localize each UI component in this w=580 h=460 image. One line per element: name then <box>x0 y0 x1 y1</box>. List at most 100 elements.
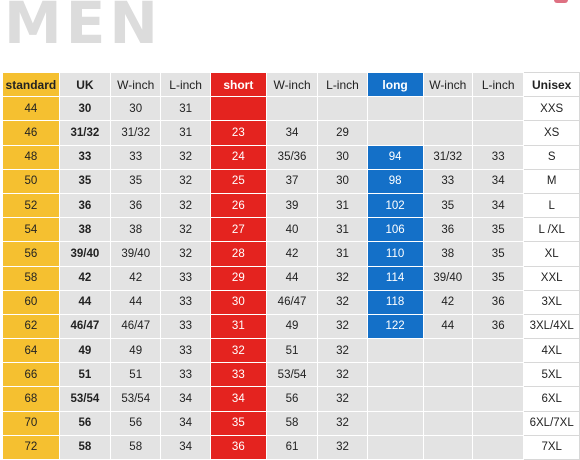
header-short-l-inch: L-inch <box>317 71 368 98</box>
short-cell: 32 <box>209 338 267 364</box>
table-row: 66 51 51 33 33 53/54 32 5XL <box>2 362 580 388</box>
long-w-inch-cell <box>422 120 474 146</box>
long-w-inch-cell <box>422 362 474 388</box>
w-inch-cell: 39/40 <box>109 241 162 267</box>
table-row: 46 31/32 31/32 31 23 34 29 XS <box>2 120 580 146</box>
table-row: 44 30 30 31 XXS <box>2 96 580 122</box>
long-l-inch-cell: 36 <box>472 313 525 340</box>
long-l-inch-cell <box>472 434 525 460</box>
unisex-cell: 6XL <box>523 386 580 412</box>
w-inch-cell: 56 <box>109 410 162 436</box>
l-inch-cell: 32 <box>160 192 211 219</box>
unisex-cell: 5XL <box>523 362 580 388</box>
standard-cell: 50 <box>2 168 60 194</box>
long-l-inch-cell: 34 <box>472 192 525 219</box>
long-cell: 102 <box>366 192 424 219</box>
long-w-inch-cell <box>422 96 474 122</box>
short-cell: 23 <box>209 120 267 146</box>
uk-cell: 46/47 <box>58 313 111 340</box>
w-inch-cell: 51 <box>109 362 162 388</box>
l-inch-cell: 31 <box>160 96 211 122</box>
short-l-inch-cell: 31 <box>317 241 368 267</box>
short-w-inch-cell: 53/54 <box>265 362 319 388</box>
header-long-l-inch: L-inch <box>472 71 525 98</box>
l-inch-cell: 32 <box>160 217 211 243</box>
long-l-inch-cell: 33 <box>472 144 525 170</box>
standard-cell: 56 <box>2 241 60 267</box>
long-cell: 94 <box>366 144 424 170</box>
header-short-w-inch: W-inch <box>265 71 319 98</box>
unisex-cell: XS <box>523 120 580 146</box>
w-inch-cell: 49 <box>109 338 162 364</box>
size-chart-table: standard UK W-inch L-inch short W-inch L… <box>2 71 580 460</box>
l-inch-cell: 34 <box>160 386 211 412</box>
long-l-inch-cell: 34 <box>472 168 525 194</box>
brand-mark <box>554 0 568 3</box>
standard-cell: 72 <box>2 434 60 460</box>
table-row: 64 49 49 33 32 51 32 4XL <box>2 338 580 364</box>
standard-cell: 58 <box>2 265 60 291</box>
short-w-inch-cell: 39 <box>265 192 319 219</box>
long-l-inch-cell <box>472 96 525 122</box>
uk-cell: 30 <box>58 96 111 122</box>
uk-cell: 31/32 <box>58 120 111 146</box>
short-cell: 25 <box>209 168 267 194</box>
l-inch-cell: 32 <box>160 241 211 267</box>
table-row: 48 33 33 32 24 35/36 30 94 31/32 33 S <box>2 144 580 170</box>
short-cell: 28 <box>209 241 267 267</box>
short-l-inch-cell: 31 <box>317 192 368 219</box>
l-inch-cell: 33 <box>160 265 211 291</box>
l-inch-cell: 33 <box>160 289 211 315</box>
long-cell <box>366 434 424 460</box>
short-l-inch-cell: 32 <box>317 386 368 412</box>
long-w-inch-cell: 42 <box>422 289 474 315</box>
short-w-inch-cell: 34 <box>265 120 319 146</box>
short-w-inch-cell: 58 <box>265 410 319 436</box>
l-inch-cell: 33 <box>160 338 211 364</box>
short-w-inch-cell: 51 <box>265 338 319 364</box>
uk-cell: 58 <box>58 434 111 460</box>
short-cell: 27 <box>209 217 267 243</box>
unisex-cell: 3XL <box>523 289 580 315</box>
short-cell: 24 <box>209 144 267 170</box>
unisex-cell: L /XL <box>523 217 580 243</box>
standard-cell: 46 <box>2 120 60 146</box>
short-cell: 29 <box>209 265 267 291</box>
long-cell: 122 <box>366 313 424 340</box>
header-long-w-inch: W-inch <box>422 71 474 98</box>
l-inch-cell: 31 <box>160 120 211 146</box>
header-unisex: Unisex <box>523 71 580 98</box>
short-cell <box>209 96 267 122</box>
short-l-inch-cell: 32 <box>317 338 368 364</box>
standard-cell: 52 <box>2 192 60 219</box>
long-l-inch-cell: 35 <box>472 265 525 291</box>
long-l-inch-cell <box>472 386 525 412</box>
short-w-inch-cell: 56 <box>265 386 319 412</box>
w-inch-cell: 31/32 <box>109 120 162 146</box>
short-l-inch-cell: 32 <box>317 289 368 315</box>
table-row: 62 46/47 46/47 33 31 49 32 122 44 36 3XL/4XL <box>2 313 580 340</box>
l-inch-cell: 33 <box>160 313 211 340</box>
long-cell <box>366 120 424 146</box>
l-inch-cell: 32 <box>160 168 211 194</box>
standard-cell: 48 <box>2 144 60 170</box>
long-l-inch-cell <box>472 410 525 436</box>
unisex-cell: XL <box>523 241 580 267</box>
unisex-cell: S <box>523 144 580 170</box>
w-inch-cell: 35 <box>109 168 162 194</box>
uk-cell: 42 <box>58 265 111 291</box>
short-w-inch-cell: 35/36 <box>265 144 319 170</box>
short-w-inch-cell: 42 <box>265 241 319 267</box>
table-row: 72 58 58 34 36 61 32 7XL <box>2 434 580 460</box>
standard-cell: 62 <box>2 313 60 340</box>
standard-cell: 70 <box>2 410 60 436</box>
l-inch-cell: 34 <box>160 434 211 460</box>
unisex-cell: 3XL/4XL <box>523 313 580 340</box>
unisex-cell: 4XL <box>523 338 580 364</box>
header-long: long <box>366 71 424 98</box>
uk-cell: 35 <box>58 168 111 194</box>
page-title: MEN <box>4 0 162 57</box>
short-w-inch-cell: 49 <box>265 313 319 340</box>
short-cell: 30 <box>209 289 267 315</box>
short-l-inch-cell: 30 <box>317 168 368 194</box>
